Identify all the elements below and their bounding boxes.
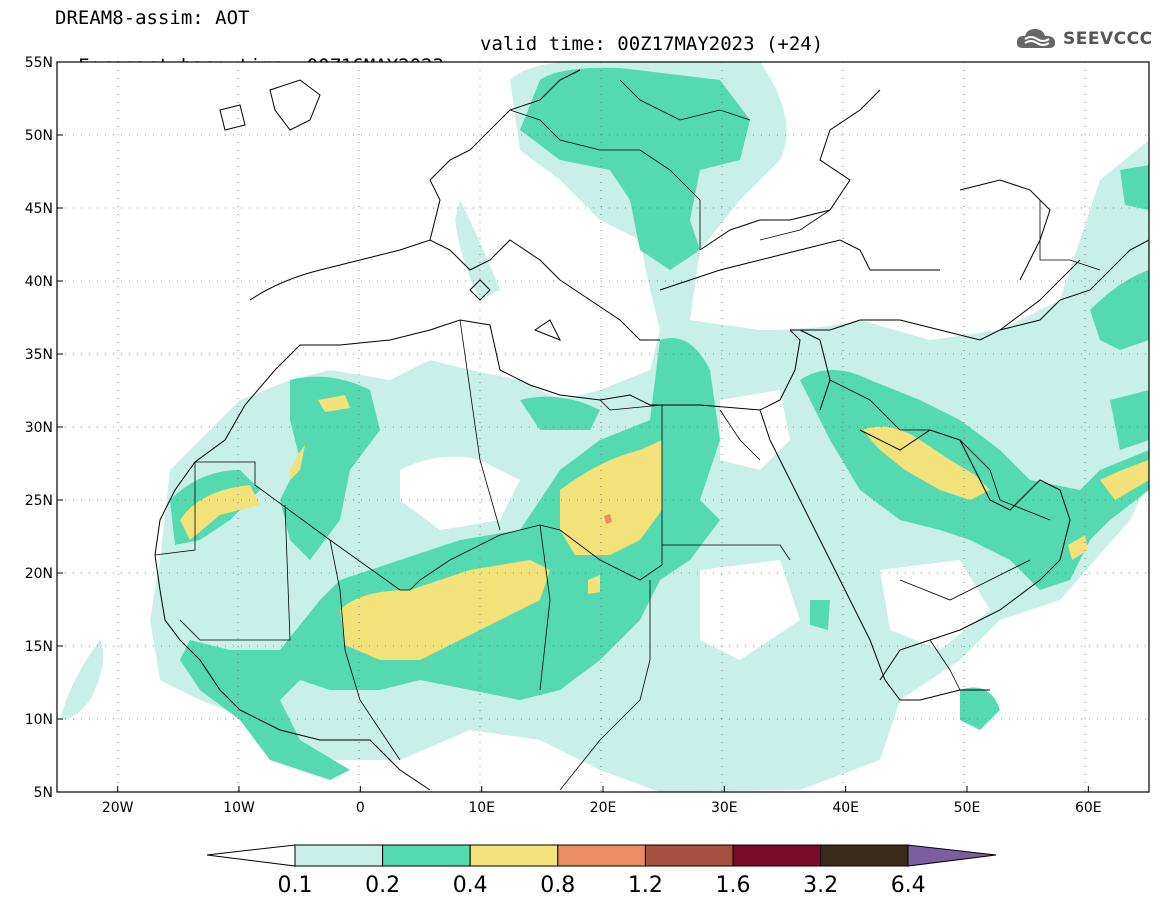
x-axis-labels: 20W 10W 0 10E 20E 30E 40E 50E 60E (102, 800, 1102, 816)
axis-ticks (57, 61, 1089, 793)
colorbar-label: 0.8 (540, 873, 575, 898)
y-tick-label: 20N (25, 566, 53, 582)
aot-level-0.4 (180, 395, 1149, 660)
coastlines (154, 69, 1149, 791)
x-tick-label: 0 (356, 800, 365, 816)
x-tick-label: 30E (711, 800, 738, 816)
y-tick-label: 10N (25, 712, 53, 728)
borders (154, 79, 1101, 791)
map-title: DREAM8-assim: AOT (55, 7, 250, 29)
y-tick-label: 45N (25, 201, 53, 217)
colorbar-label: 0.2 (365, 873, 400, 898)
colorbar-swatch (469, 844, 559, 867)
x-tick-label: 40E (832, 800, 859, 816)
aot-level-0.8 (604, 514, 612, 524)
colorbar-swatch (732, 844, 822, 867)
seevccc-logo: SEEVCCC (1015, 24, 1153, 54)
x-tick-label: 50E (954, 800, 981, 816)
colorbar-swatch (294, 844, 384, 867)
grid-lines (57, 62, 1149, 792)
aot-low-areas (400, 300, 990, 660)
y-tick-label: 5N (34, 785, 53, 801)
x-tick-label: 10E (468, 800, 495, 816)
y-tick-label: 55N (25, 55, 53, 71)
y-axis-labels: 5N 10N 15N 20N 25N 30N 35N 40N 45N 50N 55N (25, 55, 53, 801)
x-tick-label: 10W (223, 800, 255, 816)
y-tick-label: 40N (25, 274, 53, 290)
colorbar-label: 0.1 (278, 873, 313, 898)
colorbar-label: 6.4 (891, 873, 926, 898)
colorbar-high-extension (907, 844, 997, 867)
y-tick-label: 30N (25, 420, 53, 436)
y-tick-label: 15N (25, 639, 53, 655)
y-tick-label: 35N (25, 347, 53, 363)
colorbar-label: 1.2 (628, 873, 663, 898)
y-tick-label: 50N (25, 128, 53, 144)
colorbar-label: 0.4 (453, 873, 488, 898)
colorbar-swatch (382, 844, 471, 867)
colorbar-swatch (644, 844, 734, 867)
cloud-icon (1016, 29, 1056, 48)
colorbar: 0.1 0.2 0.4 0.8 1.2 1.6 3.2 6.4 (206, 844, 997, 898)
colorbar-low-extension (206, 844, 296, 867)
valid-time-label: valid time: 00Z17MAY2023 (+24) (480, 33, 824, 55)
colorbar-label: 3.2 (803, 873, 838, 898)
aot-field (57, 62, 1149, 792)
x-tick-label: 20W (102, 800, 134, 816)
y-tick-label: 25N (25, 493, 53, 509)
x-tick-label: 60E (1075, 800, 1102, 816)
colorbar-swatch (820, 844, 909, 867)
logo-text: SEEVCCC (1063, 29, 1153, 49)
x-tick-label: 20E (590, 800, 617, 816)
colorbar-swatch (557, 844, 646, 867)
colorbar-label: 1.6 (716, 873, 751, 898)
